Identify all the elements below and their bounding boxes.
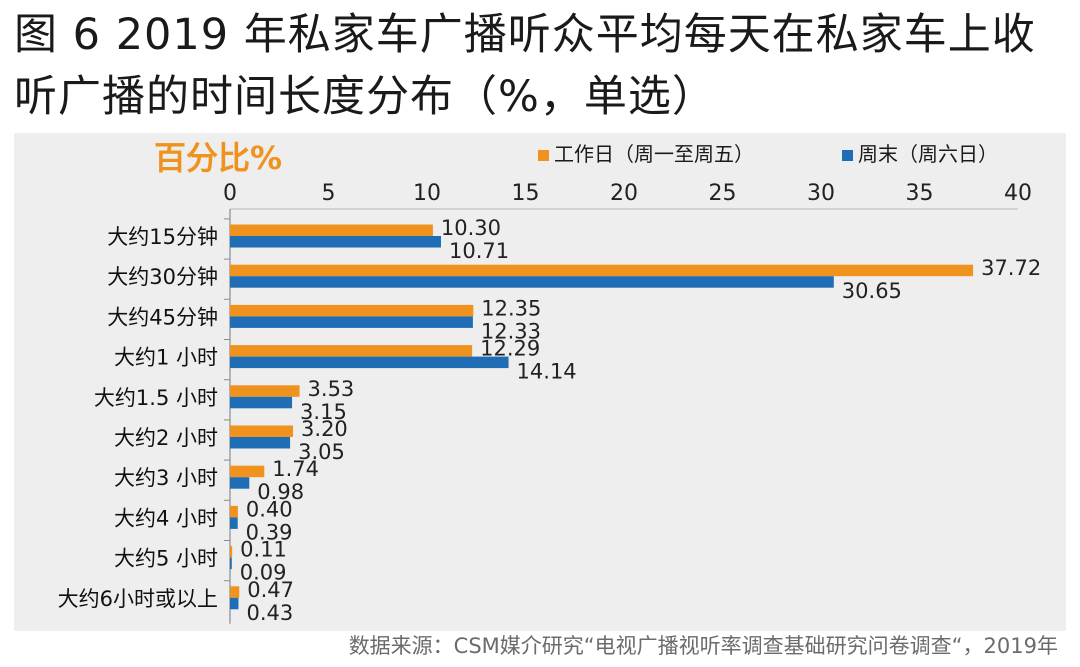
bar-weekend [230, 356, 509, 369]
data-label-weekend: 3.15 [300, 400, 347, 424]
bar-weekend [230, 557, 232, 570]
category-label: 大约2 小时 [114, 426, 218, 450]
data-label-weekend: 12.33 [481, 319, 541, 343]
data-label-weekday: 3.20 [301, 417, 348, 441]
data-label-weekend: 0.39 [246, 520, 293, 544]
bar-weekday [230, 546, 233, 558]
title-line-1: 图 6 2019 年私家车广播听众平均每天在私家车上收 [14, 10, 1036, 60]
bar-chart: 百分比% 工作日（周一至周五） 周末（周六日） 0 5 10 15 20 25 30 35 40 大约1… [58, 139, 1042, 625]
data-label-weekend: 0.98 [257, 480, 304, 504]
category-label: 大约30分钟 [107, 265, 218, 289]
x-tick-label: 35 [906, 181, 934, 206]
bar-weekend [230, 316, 473, 328]
x-tick-label: 20 [610, 181, 638, 206]
x-tick-label: 30 [807, 181, 835, 206]
bar-weekend [230, 396, 293, 409]
category-label: 大约1.5 小时 [94, 386, 218, 410]
bar-weekday [230, 224, 433, 236]
x-tick-label: 10 [413, 181, 441, 206]
data-label-weekend: 10.71 [449, 239, 509, 263]
legend-swatch-2 [842, 150, 853, 161]
category-label: 大约6小时或以上 [58, 587, 218, 611]
bar-weekday [230, 264, 974, 277]
category-label: 大约5 小时 [114, 547, 218, 571]
source-note: 数据来源：CSM媒介研究“电视广播视听率调查基础研究问卷调查“，2019年 [348, 634, 1058, 658]
data-label-weekday: 12.35 [481, 296, 541, 320]
data-label-weekend: 0.09 [240, 561, 287, 585]
data-label-weekday: 0.11 [240, 538, 287, 562]
x-tick-label: 25 [709, 181, 737, 206]
chart-panel: 百分比% 工作日（周一至周五） 周末（周六日） 0 5 10 15 20 25 30 35 40 大约1… [14, 133, 1066, 631]
bar-weekend [230, 597, 239, 610]
x-tick-label: 15 [512, 181, 540, 206]
bar-weekend [230, 477, 250, 489]
bar-weekday [230, 505, 238, 518]
data-label-weekend: 0.43 [246, 601, 293, 625]
data-label-weekday: 37.72 [981, 256, 1041, 280]
bar-weekday [230, 385, 300, 397]
category-label: 大约3 小时 [114, 466, 218, 490]
data-label-weekend: 30.65 [842, 279, 902, 303]
legend-swatch-1 [538, 150, 549, 161]
category-label: 大约4 小时 [114, 506, 218, 530]
x-tick-label: 40 [1004, 181, 1032, 206]
bar-weekend [230, 276, 834, 288]
bar-weekday [230, 425, 294, 437]
bar-weekday [230, 304, 474, 317]
x-tick-label: 0 [223, 181, 237, 206]
data-label-weekday: 10.30 [441, 216, 501, 240]
title-line-2: 听广播的时间长度分布（%，单选） [14, 72, 716, 122]
legend-label-2: 周末（周六日） [858, 142, 998, 166]
category-label: 大约45分钟 [107, 305, 218, 329]
bar-weekday [230, 586, 240, 598]
bar-weekday [230, 465, 265, 478]
data-label-weekday: 1.74 [272, 457, 319, 481]
data-label-weekday: 3.53 [308, 377, 355, 401]
chart-title: 百分比% [154, 139, 282, 177]
data-label-weekday: 0.47 [247, 578, 294, 602]
legend-label-1: 工作日（周一至周五） [554, 142, 754, 166]
bar-weekend [230, 517, 238, 529]
data-label-weekend: 3.05 [298, 440, 345, 464]
bar-weekend [230, 236, 441, 248]
x-tick-label: 5 [322, 181, 336, 206]
category-label: 大约1 小时 [114, 346, 218, 370]
bar-weekend [230, 437, 291, 449]
category-label: 大约15分钟 [107, 225, 218, 249]
page-title: 图 6 2019 年私家车广播听众平均每天在私家车上收 听广播的时间长度分布（%… [14, 4, 1074, 128]
data-label-weekday: 0.40 [246, 497, 293, 521]
data-label-weekend: 14.14 [517, 360, 577, 384]
bar-weekday [230, 345, 473, 357]
